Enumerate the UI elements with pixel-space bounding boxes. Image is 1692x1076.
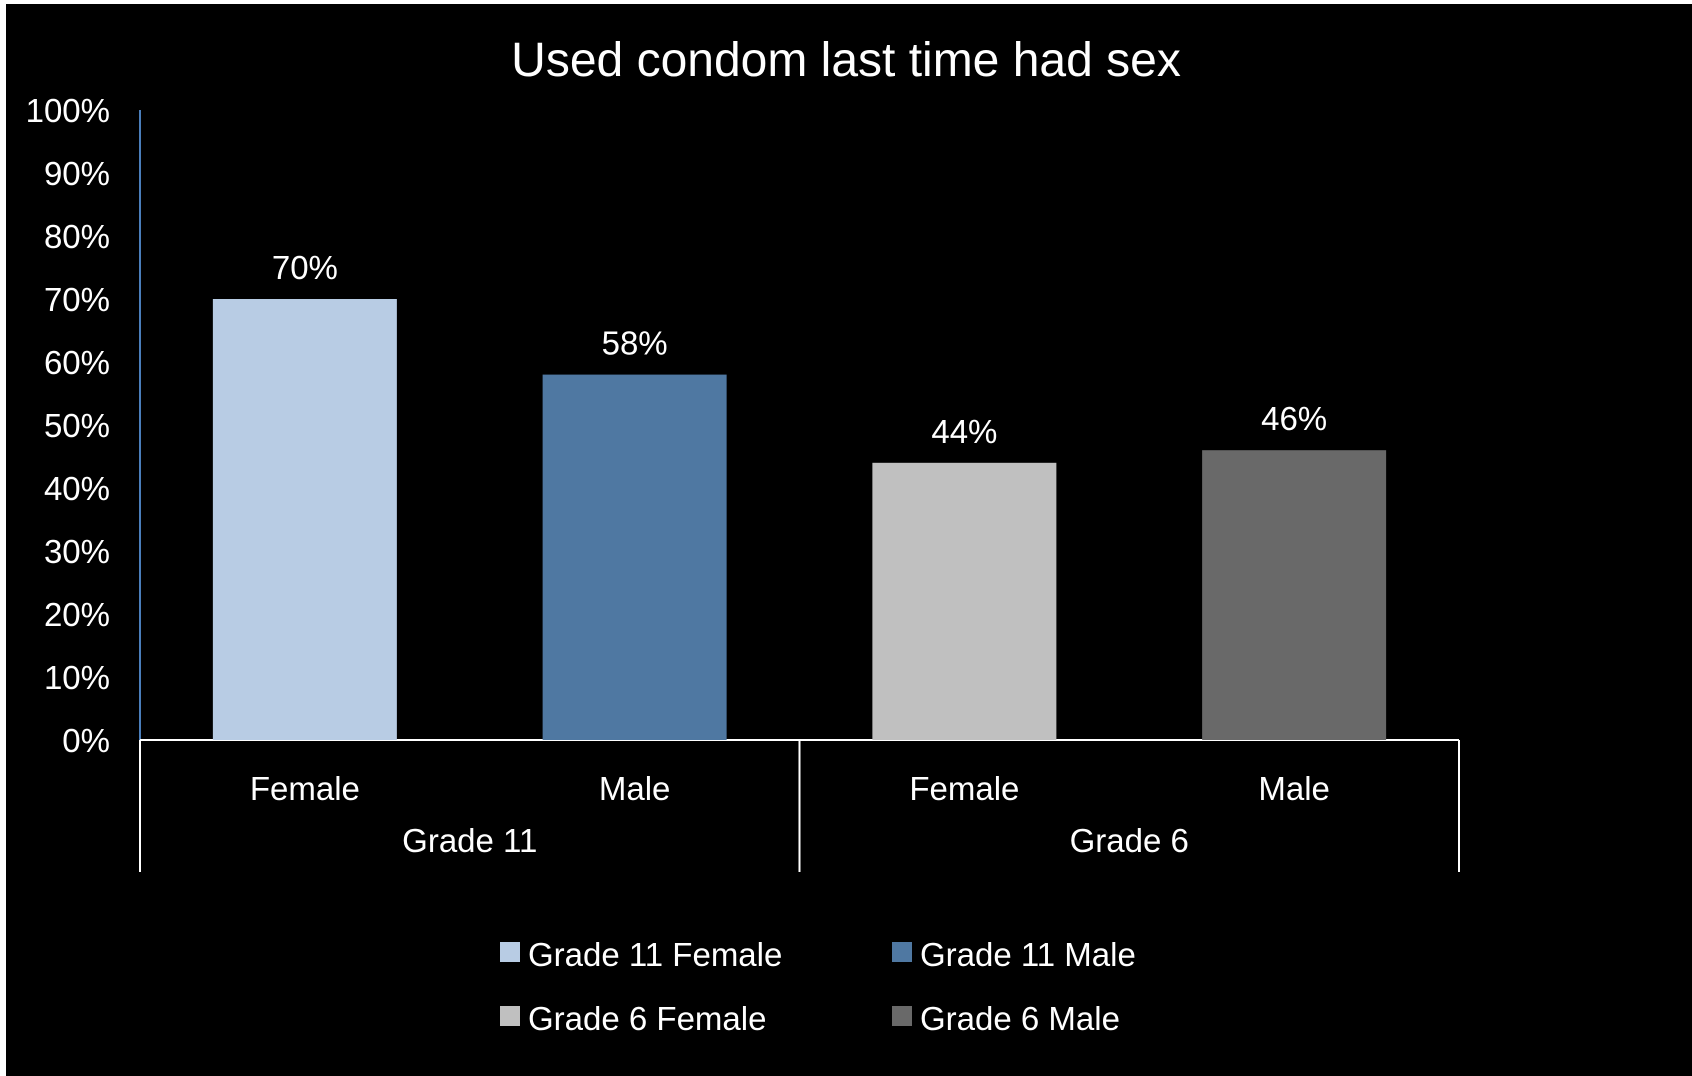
chart-frame: Used condom last time had sex 0% 10% 20% 30… (6, 4, 1692, 1076)
legend-swatch (892, 942, 912, 962)
y-tick-label: 70% (44, 281, 110, 318)
group-label: Grade 6 (1070, 822, 1189, 859)
data-label: 58% (602, 325, 668, 362)
legend-swatch (500, 942, 520, 962)
group-label: Grade 11 (402, 822, 537, 859)
category-label: Female (250, 770, 360, 807)
legend-label: Grade 11 Male (920, 936, 1136, 973)
bars (212, 299, 1387, 740)
y-axis-ticks: 0% 10% 20% 30% 40% 50% 60% 70% 80% 90% 100% (26, 92, 110, 759)
y-tick-label: 60% (44, 344, 110, 381)
legend-swatch (892, 1006, 912, 1026)
category-label: Female (909, 770, 1019, 807)
chart-title: Used condom last time had sex (511, 34, 1181, 87)
y-tick-label: 50% (44, 407, 110, 444)
y-tick-label: 10% (44, 659, 110, 696)
bar (212, 299, 397, 740)
data-labels: 70% 58% 44% 46% (272, 249, 1327, 450)
legend: Grade 11 Female Grade 11 Male Grade 6 Fema… (500, 936, 1136, 1037)
legend-label: Grade 6 Female (528, 1000, 766, 1037)
data-label: 70% (272, 249, 338, 286)
x-axis-labels: Female Male Female Male Grade 11 Grade 6 (250, 770, 1330, 859)
category-label: Male (1258, 770, 1330, 807)
bar (542, 374, 727, 740)
y-tick-label: 20% (44, 596, 110, 633)
chart-canvas: Used condom last time had sex 0% 10% 20% 30… (26, 34, 1460, 1037)
legend-label: Grade 6 Male (920, 1000, 1120, 1037)
bar (1202, 450, 1387, 740)
data-label: 44% (931, 413, 997, 450)
y-tick-label: 0% (62, 722, 110, 759)
data-label: 46% (1261, 400, 1327, 437)
category-label: Male (599, 770, 671, 807)
y-tick-label: 80% (44, 218, 110, 255)
legend-swatch (500, 1006, 520, 1026)
y-tick-label: 40% (44, 470, 110, 507)
legend-label: Grade 11 Female (528, 936, 782, 973)
bar (872, 462, 1057, 740)
y-tick-label: 90% (44, 155, 110, 192)
y-tick-label: 100% (26, 92, 110, 129)
y-tick-label: 30% (44, 533, 110, 570)
